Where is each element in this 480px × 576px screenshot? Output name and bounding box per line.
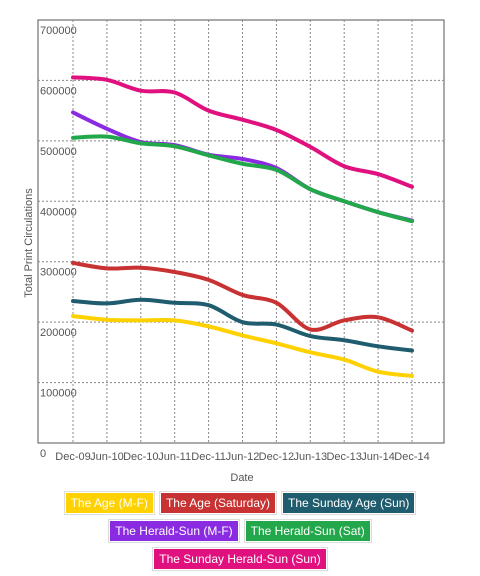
x-tick-label: Dec-10 <box>123 451 158 463</box>
x-tick-label: Dec-14 <box>394 451 429 463</box>
plot-border <box>37 19 445 444</box>
legend-row-1: The Age (M-F) The Age (Saturday) The Sun… <box>0 492 480 514</box>
x-tick-label: Jun-14 <box>361 451 395 463</box>
y-axis-title: Total Print Circulations <box>23 188 35 298</box>
x-tick-label: Dec-09 <box>55 451 90 463</box>
legend-item-sunday-herald-sun[interactable]: The Sunday Herald-Sun (Sun) <box>153 548 327 570</box>
series-line-1 <box>71 260 414 333</box>
x-tick-label: Dec-12 <box>259 451 294 463</box>
legend-item-the-sunday-age[interactable]: The Sunday Age (Sun) <box>282 492 416 514</box>
x-axis-title: Date <box>230 472 253 484</box>
y-tick-label: 500000 <box>40 146 77 158</box>
x-tick-label: Jun-10 <box>90 451 124 463</box>
legend-row-2: The Herald-Sun (M-F) The Herald-Sun (Sat… <box>0 520 480 542</box>
series-line-5 <box>71 75 414 189</box>
y-tick-label: 600000 <box>40 85 77 97</box>
x-tick-label: Dec-11 <box>191 451 226 463</box>
x-tick-label: Jun-12 <box>226 451 260 463</box>
y-tick-label: 300000 <box>40 267 77 279</box>
y-tick-label: 100000 <box>40 388 77 400</box>
series-lines <box>71 75 414 378</box>
y-tick-label: 400000 <box>40 206 77 218</box>
series-line-0 <box>71 314 414 378</box>
x-tick-label: Dec-13 <box>326 451 361 463</box>
legend-item-herald-sun-mf[interactable]: The Herald-Sun (M-F) <box>109 520 239 542</box>
legend: The Age (M-F) The Age (Saturday) The Sun… <box>0 492 480 576</box>
legend-item-the-age-mf[interactable]: The Age (M-F) <box>64 492 154 514</box>
series-line-4 <box>71 134 414 224</box>
grid <box>37 19 445 444</box>
y-tick-label: 700000 <box>40 25 77 37</box>
legend-item-the-age-saturday[interactable]: The Age (Saturday) <box>159 492 276 514</box>
x-tick-label: Jun-11 <box>158 451 191 463</box>
y-tick-label: 0 <box>40 448 46 460</box>
y-axis-ticks: 0 100000 200000 300000 400000 500000 600000 700… <box>40 25 77 460</box>
x-axis-ticks: Dec-09 Jun-10 Dec-10 Jun-11 Dec-11 Jun-12 Dec-… <box>55 451 429 463</box>
line-chart: 0 100000 200000 300000 400000 500000 600000 700… <box>23 19 445 484</box>
legend-item-herald-sun-sat[interactable]: The Herald-Sun (Sat) <box>244 520 371 542</box>
legend-row-3: The Sunday Herald-Sun (Sun) <box>0 548 480 570</box>
x-tick-label: Jun-13 <box>293 451 327 463</box>
y-tick-label: 200000 <box>40 327 77 339</box>
series-line-2 <box>71 297 414 353</box>
